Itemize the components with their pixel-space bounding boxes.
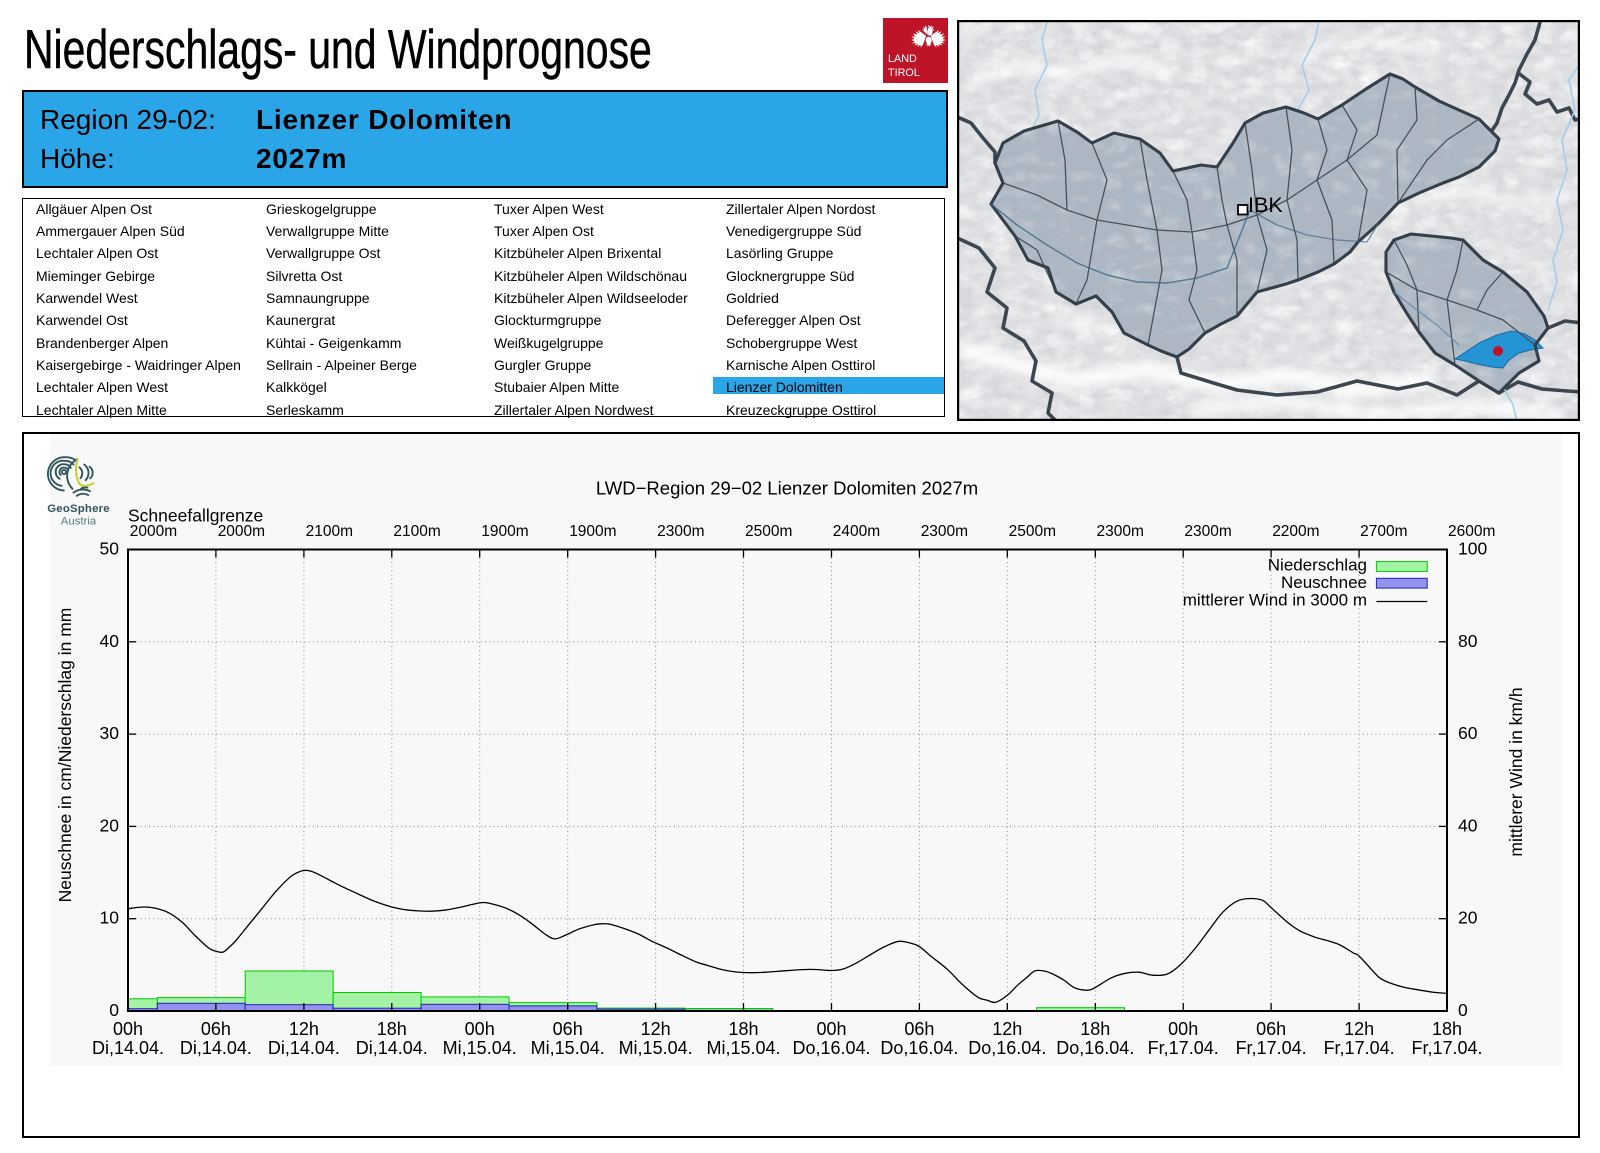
svg-text:06h: 06h xyxy=(1256,1019,1286,1039)
svg-text:Niederschlag: Niederschlag xyxy=(1268,555,1367,574)
svg-text:2100m: 2100m xyxy=(393,523,440,540)
svg-text:2100m: 2100m xyxy=(306,523,353,540)
svg-text:Di,14.04.: Di,14.04. xyxy=(268,1038,340,1058)
svg-text:2300m: 2300m xyxy=(657,523,704,540)
svg-text:2300m: 2300m xyxy=(1096,523,1143,540)
svg-text:06h: 06h xyxy=(553,1019,583,1039)
svg-text:Fr,17.04.: Fr,17.04. xyxy=(1236,1038,1307,1058)
svg-text:20: 20 xyxy=(100,815,120,835)
svg-text:30: 30 xyxy=(100,723,120,743)
svg-text:GeoSphere: GeoSphere xyxy=(47,503,110,515)
svg-text:2500m: 2500m xyxy=(745,523,792,540)
svg-text:mittlerer Wind in km/h: mittlerer Wind in km/h xyxy=(1506,687,1526,856)
svg-text:12h: 12h xyxy=(289,1019,319,1039)
svg-text:Di,14.04.: Di,14.04. xyxy=(92,1038,164,1058)
svg-text:100: 100 xyxy=(1458,539,1487,559)
svg-text:2400m: 2400m xyxy=(833,523,880,540)
svg-text:80: 80 xyxy=(1458,631,1478,651)
svg-text:Neuschnee in cm/Niederschlag i: Neuschnee in cm/Niederschlag in mm xyxy=(55,608,75,903)
svg-text:50: 50 xyxy=(100,539,120,559)
svg-text:40: 40 xyxy=(1458,815,1478,835)
svg-text:18h: 18h xyxy=(1432,1019,1462,1039)
svg-text:12h: 12h xyxy=(992,1019,1022,1039)
svg-text:20: 20 xyxy=(1458,908,1478,928)
svg-text:Mi,15.04.: Mi,15.04. xyxy=(443,1038,517,1058)
svg-text:10: 10 xyxy=(100,908,120,928)
svg-text:40: 40 xyxy=(100,631,120,651)
svg-text:LAND: LAND xyxy=(888,53,917,65)
svg-text:Do,16.04.: Do,16.04. xyxy=(968,1038,1046,1058)
svg-text:LWD−Region 29−02 Lienzer Dolom: LWD−Region 29−02 Lienzer Dolomiten 2027m xyxy=(596,478,978,499)
svg-text:2200m: 2200m xyxy=(1272,523,1319,540)
svg-text:Mi,15.04.: Mi,15.04. xyxy=(706,1038,780,1058)
svg-text:1900m: 1900m xyxy=(481,523,528,540)
svg-text:0: 0 xyxy=(109,1000,119,1020)
svg-text:18h: 18h xyxy=(728,1019,758,1039)
svg-text:0: 0 xyxy=(1458,1000,1468,1020)
svg-text:12h: 12h xyxy=(1344,1019,1374,1039)
svg-text:18h: 18h xyxy=(377,1019,407,1039)
svg-text:18h: 18h xyxy=(1080,1019,1110,1039)
svg-text:2600m: 2600m xyxy=(1448,523,1495,540)
svg-text:Austria: Austria xyxy=(61,516,97,528)
svg-text:Di,14.04.: Di,14.04. xyxy=(356,1038,428,1058)
svg-text:1900m: 1900m xyxy=(569,523,616,540)
svg-text:00h: 00h xyxy=(465,1019,495,1039)
svg-text:Mi,15.04.: Mi,15.04. xyxy=(619,1038,693,1058)
svg-text:00h: 00h xyxy=(113,1019,143,1039)
svg-text:Schneefallgrenze: Schneefallgrenze xyxy=(128,506,263,526)
svg-text:00h: 00h xyxy=(1168,1019,1198,1039)
svg-text:Fr,17.04.: Fr,17.04. xyxy=(1148,1038,1219,1058)
svg-text:Di,14.04.: Di,14.04. xyxy=(180,1038,252,1058)
svg-text:2300m: 2300m xyxy=(1184,523,1231,540)
svg-text:2000m: 2000m xyxy=(218,523,265,540)
svg-text:2700m: 2700m xyxy=(1360,523,1407,540)
svg-text:Mi,15.04.: Mi,15.04. xyxy=(531,1038,605,1058)
svg-text:60: 60 xyxy=(1458,723,1478,743)
svg-text:Fr,17.04.: Fr,17.04. xyxy=(1411,1038,1482,1058)
svg-text:2000m: 2000m xyxy=(130,523,177,540)
svg-text:Do,16.04.: Do,16.04. xyxy=(1056,1038,1134,1058)
svg-text:00h: 00h xyxy=(816,1019,846,1039)
svg-text:mittlerer Wind in 3000 m: mittlerer Wind in 3000 m xyxy=(1183,590,1367,609)
svg-text:Do,16.04.: Do,16.04. xyxy=(792,1038,870,1058)
svg-text:TIROL: TIROL xyxy=(888,67,920,79)
svg-text:2500m: 2500m xyxy=(1009,523,1056,540)
svg-text:Neuschnee: Neuschnee xyxy=(1281,573,1367,592)
svg-text:IBK: IBK xyxy=(1248,193,1283,217)
svg-text:12h: 12h xyxy=(641,1019,671,1039)
svg-text:2300m: 2300m xyxy=(921,523,968,540)
svg-text:Fr,17.04.: Fr,17.04. xyxy=(1324,1038,1395,1058)
svg-text:Do,16.04.: Do,16.04. xyxy=(880,1038,958,1058)
svg-text:06h: 06h xyxy=(201,1019,231,1039)
svg-text:06h: 06h xyxy=(904,1019,934,1039)
